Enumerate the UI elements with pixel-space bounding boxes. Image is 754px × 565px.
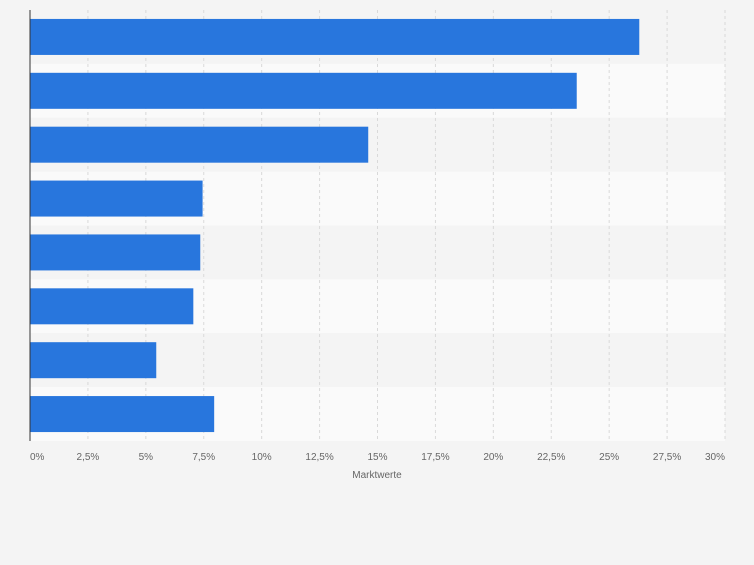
bar-7[interactable] [30, 342, 157, 379]
x-tick-label-10: 25% [599, 452, 619, 463]
x-tick-label-4: 10% [252, 452, 272, 463]
x-tick-label-11: 27,5% [653, 452, 681, 463]
x-axis-title: Marktwerte [352, 470, 402, 481]
bar-4[interactable] [30, 180, 203, 217]
x-tick-label-2: 5% [139, 452, 154, 463]
x-tick-label-0: 0% [30, 452, 45, 463]
x-tick-label-1: 2,5% [77, 452, 100, 463]
x-tick-label-6: 15% [367, 452, 387, 463]
bar-5[interactable] [30, 234, 201, 271]
x-tick-label-7: 17,5% [421, 452, 449, 463]
x-tick-labels: 0% 2,5% 5% 7,5% 10% 12,5% 15% 17,5% 20% 22,5% 25% 2… [30, 452, 725, 463]
bar-1[interactable] [30, 18, 640, 55]
x-tick-label-3: 7,5% [192, 452, 215, 463]
bar-6[interactable] [30, 288, 194, 325]
bar-3[interactable] [30, 126, 369, 163]
x-tick-label-5: 12,5% [305, 452, 333, 463]
bar-2[interactable] [30, 72, 577, 109]
x-tick-label-9: 22,5% [537, 452, 565, 463]
bars [30, 18, 640, 433]
x-tick-label-12: 30% [705, 452, 725, 463]
bar-8[interactable] [30, 396, 215, 433]
x-tick-label-8: 20% [483, 452, 503, 463]
